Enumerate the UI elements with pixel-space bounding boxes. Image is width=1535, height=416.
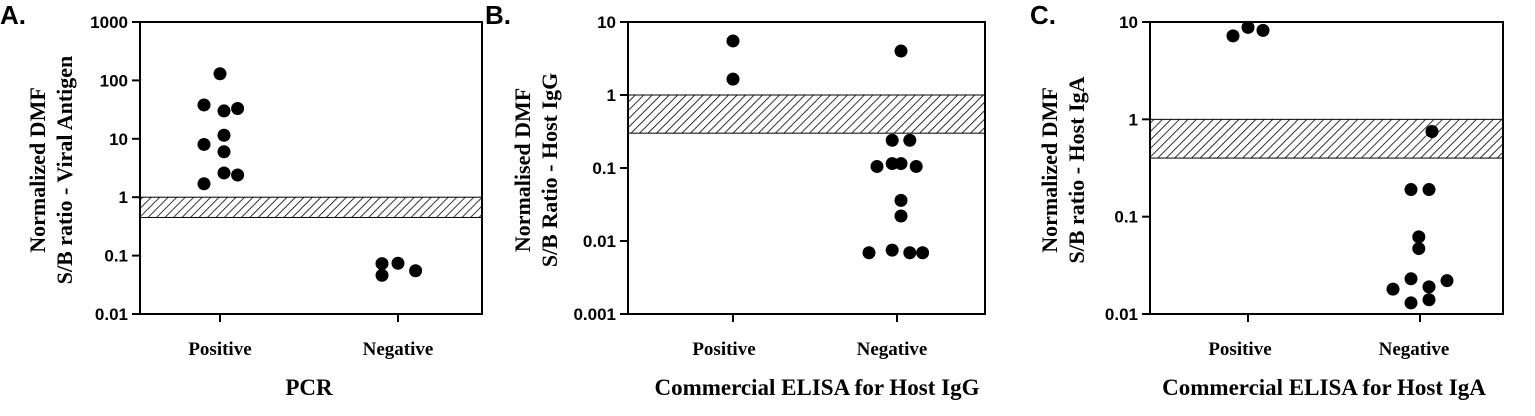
panel-b-category-negative: Negative bbox=[857, 339, 928, 360]
panel-b-ytick-label: 10 bbox=[597, 13, 616, 32]
panel-b-data-point bbox=[894, 193, 908, 207]
panel-b-data-point bbox=[862, 246, 876, 260]
panel-b-ytick-label: 1 bbox=[607, 86, 616, 105]
panel-c-data-point bbox=[1256, 23, 1270, 37]
panel-a: A. Normalized DMF S/B ratio - Viral Anti… bbox=[0, 0, 483, 400]
panel-a-category-positive: Positive bbox=[188, 339, 251, 360]
panel-a-data-point bbox=[197, 137, 211, 151]
panel-a-ytick-label: 1000 bbox=[90, 13, 128, 32]
panel-a-ylabel-line-1: Normalized DMF bbox=[25, 87, 50, 253]
panel-b-data-point bbox=[726, 34, 740, 48]
panel-a-ylabel-line-2: S/B ratio - Viral Antigen bbox=[52, 56, 77, 285]
panel-a-data-point bbox=[375, 257, 389, 271]
panel-a-letter: A. bbox=[0, 0, 26, 30]
panel-a-data-point bbox=[231, 168, 245, 182]
panel-b-ytick-label: 0.1 bbox=[592, 159, 616, 178]
panel-b-plot-area: 0.001 0.01 0.1 1 10 bbox=[573, 13, 986, 324]
panel-c-ytick-label: 0.1 bbox=[1114, 208, 1138, 227]
panel-b-axes-frame bbox=[627, 21, 986, 315]
panel-c-ytick-label: 0.01 bbox=[1105, 305, 1138, 324]
panel-c-data-point bbox=[1422, 183, 1436, 197]
panel-a-plot-area: 0.01 0.1 1 10 100 1000 bbox=[90, 13, 483, 324]
panel-a-data-point bbox=[217, 104, 231, 118]
panel-a-data-point bbox=[231, 102, 245, 116]
panel-c-hatched-band bbox=[1149, 118, 1504, 159]
panel-b-ylabel-line-1: Normalised DMF bbox=[510, 88, 535, 252]
panel-b: B. Normalised DMF S/B Ratio - Host IgG 0… bbox=[485, 0, 986, 400]
panel-a-data-point bbox=[217, 145, 231, 159]
panel-b-ylabel-line-2: S/B Ratio - Host IgG bbox=[537, 73, 562, 267]
panel-c-data-point bbox=[1386, 282, 1400, 296]
panel-c-letter: C. bbox=[1030, 0, 1056, 30]
panel-b-xlabel: Commercial ELISA for Host IgG bbox=[655, 375, 980, 400]
panel-c-category-positive: Positive bbox=[1208, 339, 1271, 360]
panel-a-ytick-label: 0.1 bbox=[104, 247, 128, 266]
panel-c-data-point bbox=[1422, 280, 1436, 294]
panel-a-data-point bbox=[391, 256, 405, 270]
panel-a-data-point bbox=[217, 128, 231, 142]
panel-b-data-point bbox=[885, 133, 899, 147]
panel-c: C. Normalized DMF S/B ratio - Host IgA 0… bbox=[1030, 0, 1504, 400]
panel-b-data-point bbox=[726, 72, 740, 86]
panel-a-data-point bbox=[213, 67, 227, 81]
panel-b-data-point bbox=[903, 133, 917, 147]
panel-b-data-point bbox=[885, 243, 899, 257]
panel-b-data-point bbox=[870, 159, 884, 173]
panel-c-data-point bbox=[1422, 293, 1436, 307]
panel-c-ylabel-line-1: Normalized DMF bbox=[1037, 87, 1062, 253]
panel-a-data-point bbox=[217, 166, 231, 180]
panel-c-data-point bbox=[1404, 272, 1418, 286]
panel-c-data-point bbox=[1404, 183, 1418, 197]
panel-c-ytick-label: 10 bbox=[1119, 13, 1138, 32]
panel-a-hatched-band bbox=[139, 196, 483, 218]
panel-c-data-point bbox=[1241, 20, 1255, 34]
panel-b-category-positive: Positive bbox=[692, 339, 755, 360]
panel-c-data-point bbox=[1404, 296, 1418, 310]
panel-c-data-point bbox=[1412, 230, 1426, 244]
panel-a-data-point bbox=[375, 268, 389, 282]
panel-a-axes-frame bbox=[139, 21, 483, 315]
panel-a-ytick-label: 1 bbox=[119, 188, 128, 207]
panel-a-xlabel: PCR bbox=[285, 375, 333, 400]
panel-c-data-point bbox=[1440, 274, 1454, 288]
panel-b-data-point bbox=[916, 246, 930, 260]
panel-b-data-point bbox=[894, 157, 908, 171]
panel-a-ytick-label: 10 bbox=[109, 130, 128, 149]
panel-a-category-negative: Negative bbox=[363, 339, 434, 360]
panel-b-letter: B. bbox=[485, 0, 511, 30]
panel-a-ytick-label: 100 bbox=[100, 71, 128, 90]
panel-b-data-point bbox=[909, 159, 923, 173]
panel-b-data-point bbox=[894, 44, 908, 58]
panel-a-ytick-label: 0.01 bbox=[95, 305, 128, 324]
panel-a-data-point bbox=[197, 177, 211, 191]
panel-c-xlabel: Commercial ELISA for Host IgA bbox=[1162, 375, 1486, 400]
panel-c-plot-area: 0.01 0.1 1 10 bbox=[1105, 13, 1504, 324]
panel-b-data-point bbox=[894, 209, 908, 223]
panel-a-data-point bbox=[409, 264, 423, 278]
panel-c-data-point bbox=[1425, 124, 1439, 138]
panel-b-hatched-band bbox=[627, 94, 986, 134]
panel-c-category-negative: Negative bbox=[1379, 339, 1450, 360]
panel-c-ytick-label: 1 bbox=[1129, 110, 1138, 129]
panel-c-axes-frame bbox=[1149, 21, 1504, 315]
panel-c-data-point bbox=[1226, 29, 1240, 43]
panel-b-ytick-label: 0.001 bbox=[573, 305, 616, 324]
panel-c-ylabel-line-2: S/B ratio - Host IgA bbox=[1064, 76, 1089, 263]
panel-c-data-point bbox=[1412, 242, 1426, 256]
panel-b-ytick-label: 0.01 bbox=[583, 232, 616, 251]
panel-b-data-point bbox=[903, 246, 917, 260]
panel-a-data-point bbox=[197, 98, 211, 112]
